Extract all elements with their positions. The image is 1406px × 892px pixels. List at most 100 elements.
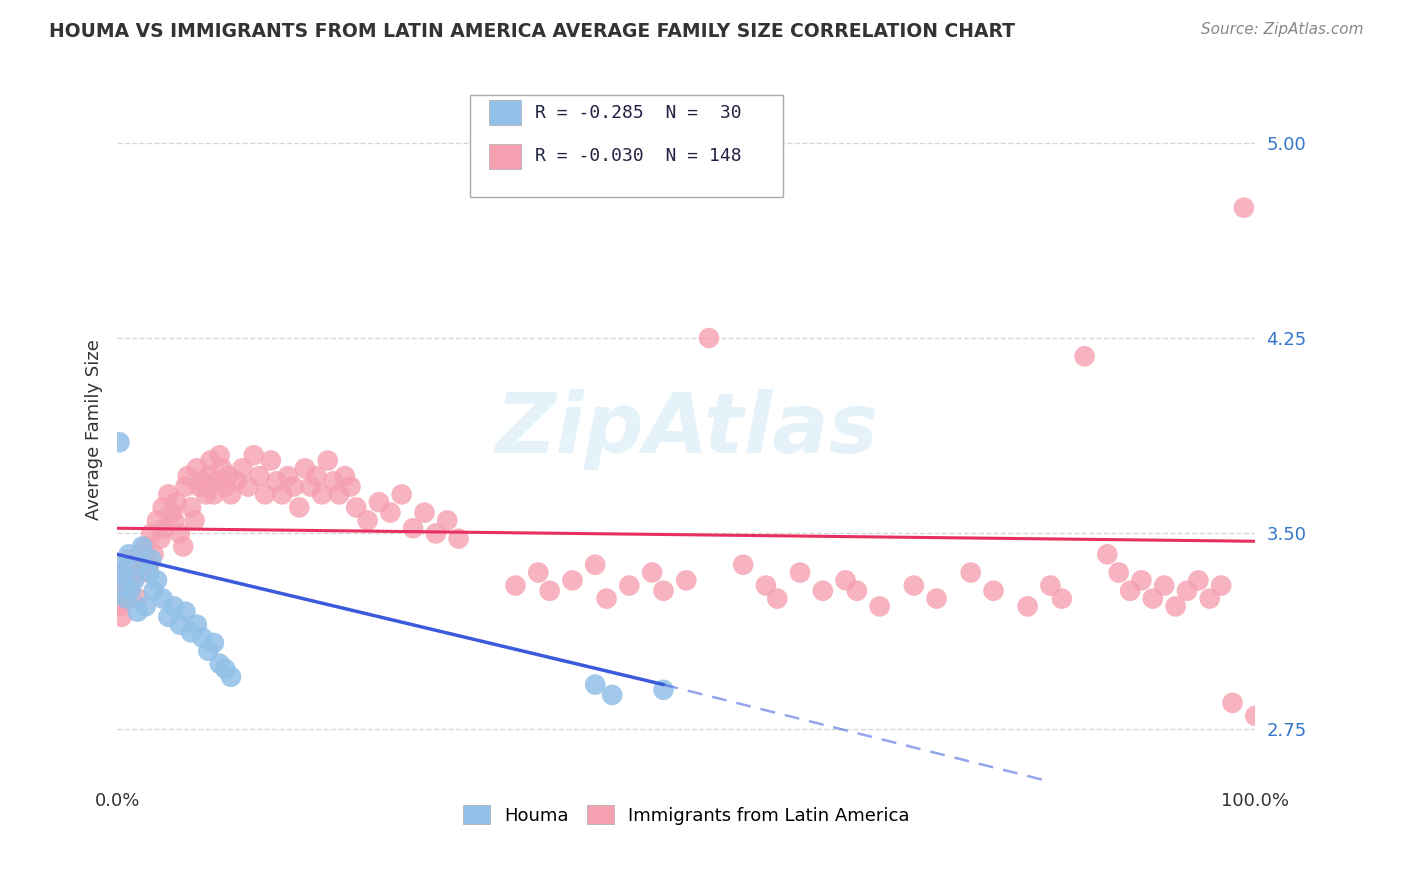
Point xyxy=(1198,591,1220,606)
Point xyxy=(131,540,153,554)
Point xyxy=(1130,574,1153,588)
Point xyxy=(169,526,191,541)
Point xyxy=(277,469,299,483)
Point xyxy=(254,487,277,501)
Point xyxy=(1211,578,1233,592)
Point xyxy=(561,574,583,588)
Point xyxy=(152,591,174,606)
Point xyxy=(138,566,160,580)
Point xyxy=(207,475,229,489)
Point xyxy=(294,461,316,475)
Point xyxy=(675,574,697,588)
Point xyxy=(1164,599,1187,614)
Point xyxy=(115,591,138,606)
Point xyxy=(1187,574,1209,588)
Point xyxy=(135,599,157,614)
Point xyxy=(218,469,240,483)
Point xyxy=(305,469,328,483)
Point xyxy=(339,479,361,493)
Point xyxy=(225,475,247,489)
Point xyxy=(236,479,259,493)
Point xyxy=(117,552,139,566)
Point xyxy=(249,469,271,483)
Point xyxy=(214,479,236,493)
Bar xyxy=(489,100,522,125)
Point xyxy=(425,526,447,541)
Point xyxy=(436,513,458,527)
Text: R = -0.285  N =  30: R = -0.285 N = 30 xyxy=(534,103,741,121)
Point xyxy=(538,583,561,598)
Text: R = -0.030  N = 148: R = -0.030 N = 148 xyxy=(534,147,741,165)
Point xyxy=(122,558,145,572)
Point xyxy=(211,461,233,475)
Point xyxy=(194,487,217,501)
Point xyxy=(165,495,187,509)
Point xyxy=(186,617,208,632)
Point xyxy=(1073,349,1095,363)
Point xyxy=(583,677,606,691)
Point xyxy=(115,583,138,598)
Point xyxy=(202,636,225,650)
Point xyxy=(219,670,242,684)
Point xyxy=(925,591,948,606)
Point xyxy=(160,506,183,520)
Point xyxy=(652,682,675,697)
Point xyxy=(368,495,391,509)
Point xyxy=(111,566,134,580)
Point xyxy=(527,566,550,580)
Point xyxy=(380,506,402,520)
Point xyxy=(202,487,225,501)
Text: Source: ZipAtlas.com: Source: ZipAtlas.com xyxy=(1201,22,1364,37)
Point xyxy=(1039,578,1062,592)
Point xyxy=(583,558,606,572)
Point xyxy=(869,599,891,614)
Point xyxy=(260,453,283,467)
Point xyxy=(129,547,152,561)
Point xyxy=(641,566,664,580)
Point xyxy=(845,583,868,598)
Point xyxy=(172,540,194,554)
Point xyxy=(619,578,641,592)
Point xyxy=(183,513,205,527)
Point xyxy=(153,521,176,535)
Point xyxy=(242,448,264,462)
Point xyxy=(180,625,202,640)
Point xyxy=(959,566,981,580)
Point xyxy=(271,487,294,501)
Point xyxy=(127,605,149,619)
Point xyxy=(146,574,169,588)
Point xyxy=(177,469,200,483)
Point xyxy=(505,578,527,592)
Point xyxy=(208,657,231,671)
Point xyxy=(163,513,186,527)
Point xyxy=(447,532,470,546)
Point xyxy=(174,479,197,493)
Point xyxy=(110,558,132,572)
Point xyxy=(135,540,157,554)
Point xyxy=(766,591,789,606)
Point xyxy=(402,521,425,535)
Point xyxy=(191,631,214,645)
Point xyxy=(180,500,202,515)
Point xyxy=(834,574,856,588)
Point xyxy=(191,475,214,489)
Point xyxy=(122,574,145,588)
Point xyxy=(129,558,152,572)
Point xyxy=(197,469,219,483)
Point xyxy=(112,578,135,592)
Point xyxy=(174,605,197,619)
Point xyxy=(733,558,755,572)
Point xyxy=(152,500,174,515)
Point xyxy=(1108,566,1130,580)
Point xyxy=(163,599,186,614)
FancyBboxPatch shape xyxy=(470,95,783,197)
Point xyxy=(186,461,208,475)
Point xyxy=(266,475,288,489)
Text: ZipAtlas: ZipAtlas xyxy=(495,389,877,470)
Point xyxy=(600,688,623,702)
Point xyxy=(127,591,149,606)
Point xyxy=(214,662,236,676)
Point xyxy=(1233,201,1256,215)
Point xyxy=(108,599,131,614)
Point xyxy=(142,583,165,598)
